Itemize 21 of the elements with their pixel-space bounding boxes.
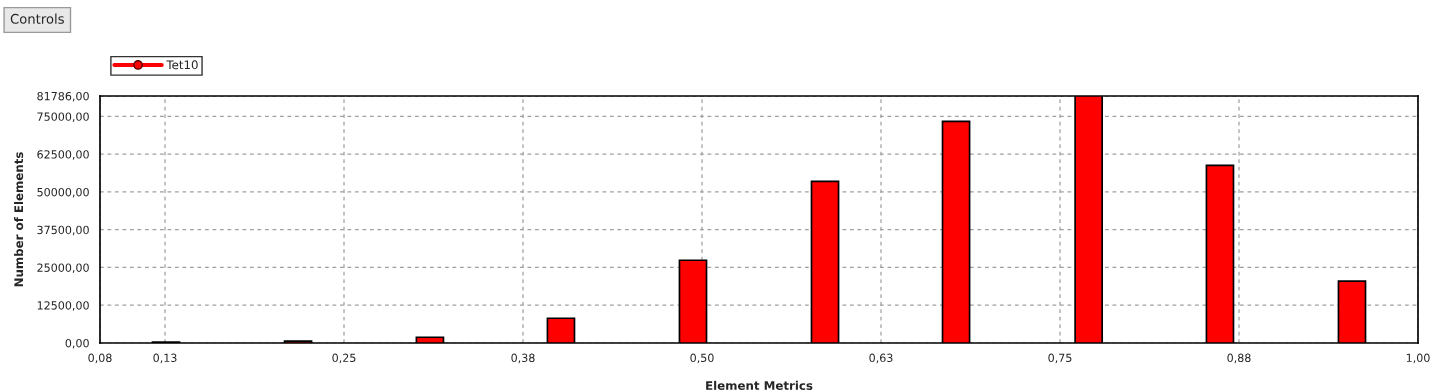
- x-tick-label: 0,08: [88, 353, 112, 364]
- x-tick-label: 0,38: [511, 353, 535, 364]
- y-tick-label: 50000,00: [37, 187, 89, 198]
- y-axis-title: Number of Elements: [14, 152, 24, 287]
- y-tick-label: 75000,00: [37, 112, 89, 123]
- x-tick-label: 0,13: [153, 353, 177, 364]
- x-axis-title: Element Metrics: [706, 380, 813, 390]
- x-tick-label: 1,00: [1406, 353, 1430, 364]
- x-tick-label: 0,25: [332, 353, 356, 364]
- x-tick-label: 0,63: [869, 353, 893, 364]
- legend-label: Tet10: [166, 60, 198, 70]
- y-tick-label: 81786,00: [37, 91, 89, 102]
- y-tick-label: 37500,00: [37, 225, 89, 236]
- y-tick-label: 12500,00: [37, 301, 89, 311]
- y-tick-label: 25000,00: [37, 263, 89, 274]
- x-tick-label: 0,75: [1048, 353, 1072, 364]
- x-tick-label: 0,88: [1227, 353, 1251, 364]
- text: Controls: [10, 13, 64, 24]
- y-tick-label: 62500,00: [37, 150, 89, 160]
- y-tick-label: 0,00: [65, 338, 89, 349]
- x-tick-label: 0,50: [690, 353, 714, 364]
